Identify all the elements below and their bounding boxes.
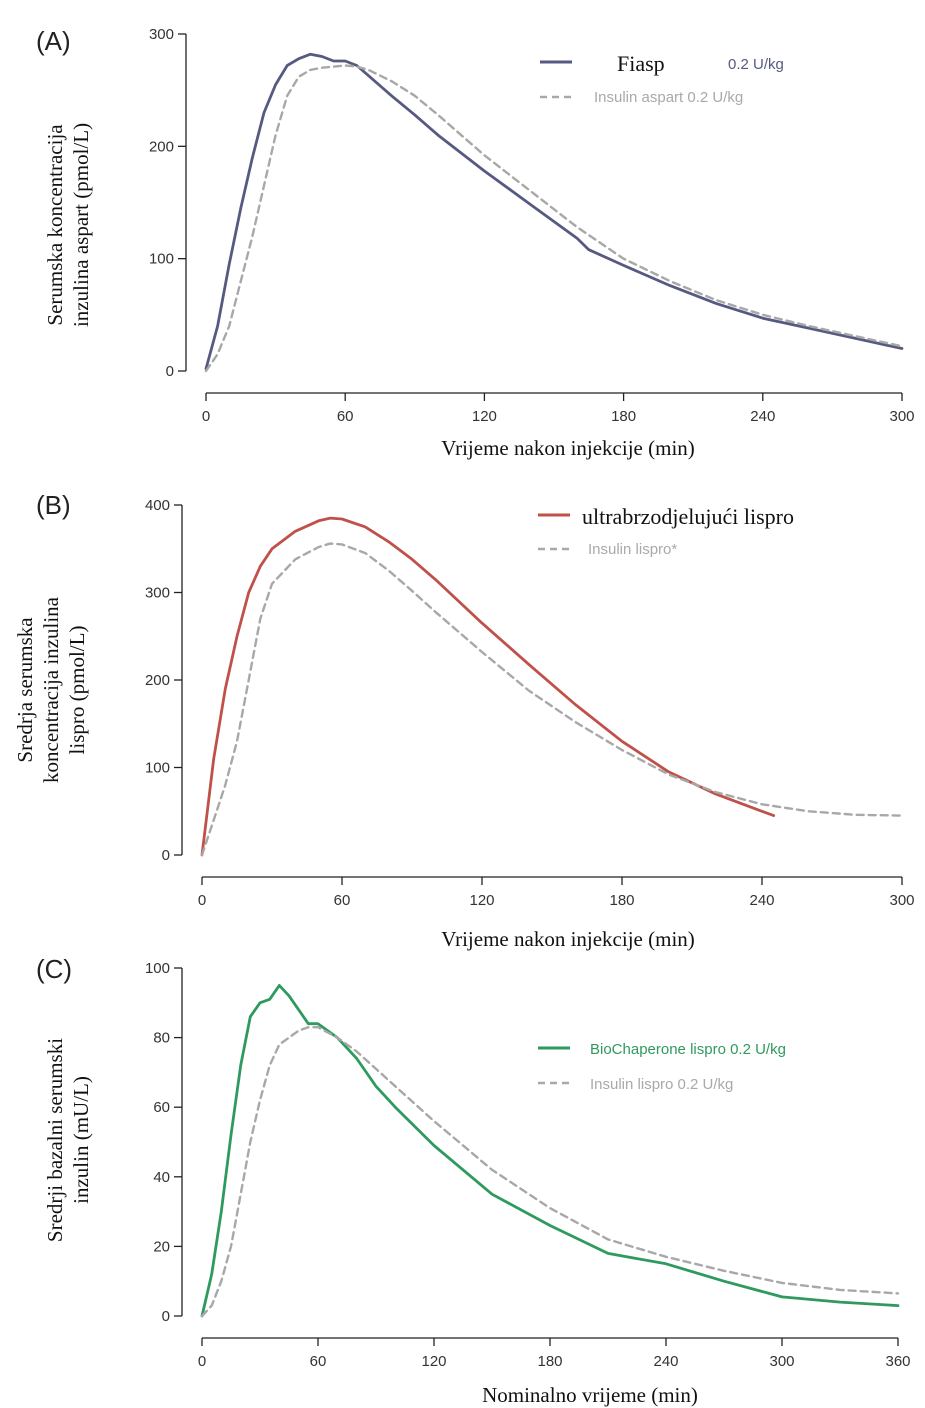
panel-a-y-tick-label: 100: [149, 251, 174, 268]
panel-b-x-tick-label: 240: [749, 892, 774, 909]
panel-b-x-tick-label: 60: [334, 892, 351, 909]
panel-c-ylabel-line-1: Sredrji bazalni serumski: [43, 1038, 67, 1242]
panel-a-label: (A): [36, 26, 71, 56]
panel-c-y-tick-label: 80: [153, 1030, 170, 1047]
panel-b-ylabel-line-3: lispro (pmol/L): [65, 626, 89, 755]
panel-c-x-tick-label: 360: [885, 1353, 910, 1370]
panel-c-axes: 0 20 40 60 80 100 0 60 120 180 240 300 360: [145, 960, 911, 1370]
panel-b-y-tick-label: 0: [162, 847, 170, 864]
panel-c-x-tick-label: 60: [310, 1353, 327, 1370]
panel-c-y-tick-label: 20: [153, 1238, 170, 1255]
panel-c: (C) Sredrji bazalni serumski inzulin (mU…: [36, 954, 911, 1407]
legend-label-insulin-lispro: Insulin lispro*: [588, 541, 677, 558]
panel-b-label: (B): [36, 490, 71, 520]
panel-b-x-tick-label: 180: [609, 892, 634, 909]
panel-a-series: [204, 52, 904, 373]
legend-label-insulin-lispro-c: Insulin lispro 0.2 U/kg: [590, 1076, 733, 1093]
panel-c-y-tick-label: 0: [162, 1308, 170, 1325]
panel-c-y-tick-label: 100: [145, 960, 170, 977]
legend-label-ultrabrzodjelujuci-lispro: ultrabrzodjelujući lispro: [582, 504, 794, 529]
panel-c-series-line-1: [200, 1025, 900, 1318]
panel-a-ylabel-line-2: inzulina aspart (pmol/L): [69, 123, 93, 327]
panel-c-xlabel: Nominalno vrijeme (min): [482, 1383, 698, 1407]
panel-a-x-tick-label: 0: [202, 408, 210, 425]
panel-a-y-tick-label: 0: [166, 363, 174, 380]
legend-label-fiasp-dose: 0.2 U/kg: [728, 56, 784, 73]
panel-b-x-tick-label: 0: [198, 892, 206, 909]
panel-b: (B) Sredrja serumska koncentracija inzul…: [13, 490, 915, 951]
panel-a-legend: Fiasp 0.2 U/kg Insulin aspart 0.2 U/kg: [540, 51, 784, 106]
panel-a-x-tick-label: 300: [889, 408, 914, 425]
panel-a-x-tick-label: 240: [750, 408, 775, 425]
panel-c-x-tick-label: 120: [421, 1353, 446, 1370]
panel-b-y-tick-label: 200: [145, 672, 170, 689]
panel-c-ylabel-line-2: inzulin (mU/L): [69, 1076, 93, 1204]
panel-c-x-tick-label: 180: [537, 1353, 562, 1370]
panel-a-y-tick-label: 300: [149, 26, 174, 43]
panel-b-legend: ultrabrzodjelujući lispro Insulin lispro…: [538, 504, 794, 558]
panel-b-series: [200, 516, 904, 857]
panel-a-x-tick-label: 60: [337, 408, 354, 425]
panel-c-x-tick-label: 300: [769, 1353, 794, 1370]
panel-b-ylabel-line-1: Sredrja serumska: [13, 617, 37, 763]
panel-c-series: [200, 984, 900, 1318]
panel-a-xlabel: Vrijeme nakon injekcije (min): [441, 436, 695, 460]
panel-a-x-tick-label: 180: [611, 408, 636, 425]
panel-c-label: (C): [36, 954, 72, 984]
panel-b-ylabel-line-2: koncentracija inzulina: [39, 596, 63, 783]
panel-c-x-tick-label: 0: [198, 1353, 206, 1370]
panel-b-series-line-0: [200, 516, 776, 857]
panel-c-legend: BioChaperone lispro 0.2 U/kg Insulin lis…: [538, 1041, 786, 1093]
panel-c-y-tick-label: 40: [153, 1169, 170, 1186]
panel-b-axes: 0 100 200 300 400 0 60 120 180 240 300: [145, 497, 915, 909]
legend-label-fiasp: Fiasp: [617, 51, 665, 76]
panel-c-series-line-0: [200, 984, 900, 1318]
panel-a-series-line-1: [204, 64, 904, 373]
panel-a-axes: 0 100 200 300 0 60 120 180 240 300: [149, 26, 915, 425]
panel-b-xlabel: Vrijeme nakon injekcije (min): [441, 927, 695, 951]
panel-b-y-tick-label: 100: [145, 760, 170, 777]
panel-b-y-tick-label: 400: [145, 497, 170, 514]
panel-b-x-tick-label: 120: [469, 892, 494, 909]
panel-a-series-line-0: [204, 52, 904, 371]
panel-b-series-line-1: [200, 542, 904, 857]
panel-c-y-tick-label: 60: [153, 1099, 170, 1116]
panel-a-x-tick-label: 120: [472, 408, 497, 425]
legend-label-biochaperone-lispro: BioChaperone lispro 0.2 U/kg: [590, 1041, 786, 1058]
panel-b-x-tick-label: 300: [889, 892, 914, 909]
panel-b-y-tick-label: 300: [145, 585, 170, 602]
panel-a-y-tick-label: 200: [149, 138, 174, 155]
panel-a: (A) Serumska koncentracija inzulina aspa…: [36, 26, 915, 460]
panel-a-ylabel-line-1: Serumska koncentracija: [43, 124, 67, 326]
legend-label-insulin-aspart: Insulin aspart 0.2 U/kg: [594, 89, 743, 106]
panel-c-x-tick-label: 240: [653, 1353, 678, 1370]
